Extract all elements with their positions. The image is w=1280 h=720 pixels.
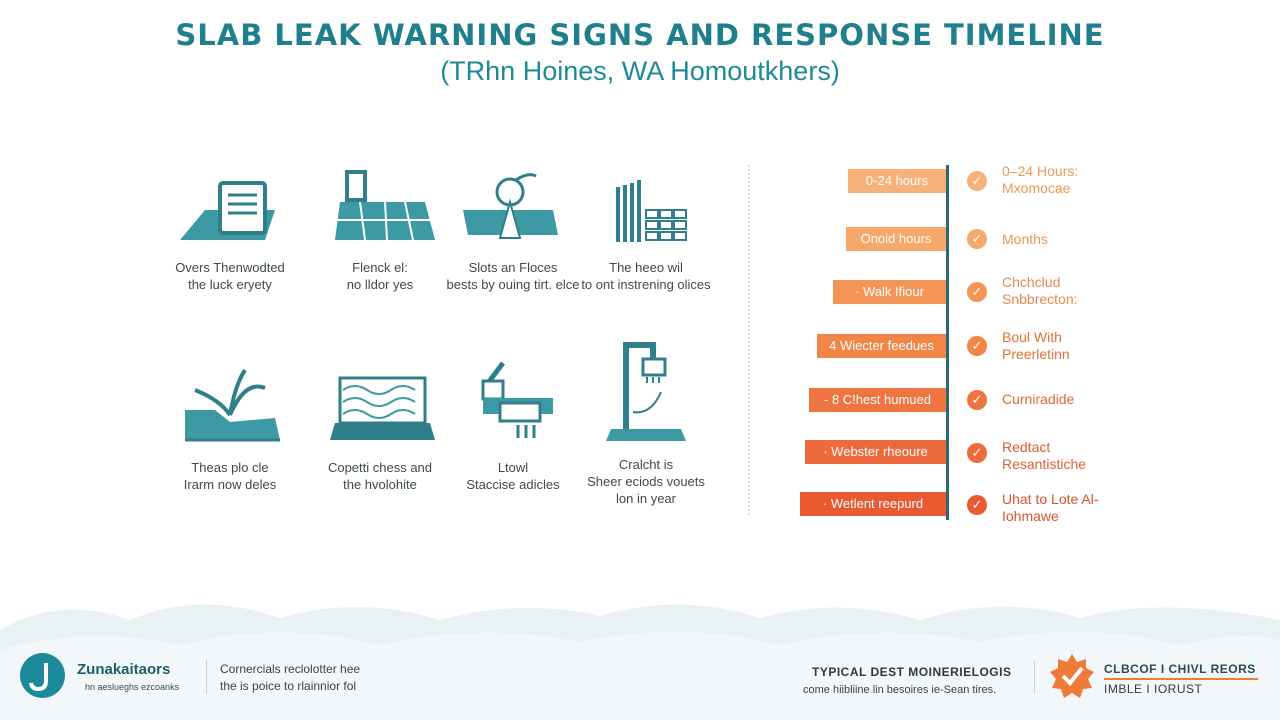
footer-divider [206, 660, 207, 694]
section-divider [748, 165, 750, 515]
timeline-response-5: Curniradide [1002, 391, 1075, 407]
brand-name: Zunakaitaors [77, 661, 171, 678]
check-icon: ✓ [967, 390, 987, 410]
timeline-response-1: 0–24 Hours: Mxomocae [1002, 163, 1079, 196]
floor-tiles-icon [335, 170, 435, 241]
brand-logo-icon [20, 653, 65, 698]
shower-icon [606, 342, 686, 441]
badge-subtitle: IMBLE I IORUST [1104, 682, 1203, 696]
sign-caption-8: Cralcht is Sheer eciods vouets lon in ye… [587, 457, 705, 506]
footer-cloud-band [0, 604, 1280, 720]
check-icon: ✓ [967, 229, 987, 249]
sign-caption-2: Flenck el: no lldor yes [346, 260, 414, 292]
sign-caption-1: Overs Thenwodted the luck eryety [175, 260, 285, 292]
check-icon: ✓ [967, 443, 987, 463]
page-subtitle: (TRhn Hoines, WA Homoutkhers) [440, 56, 840, 86]
sign-card-4: The heeo wil to ont instrening olices [576, 175, 716, 293]
check-icon: ✓ [967, 171, 987, 191]
timeline-response-4: Boul With Preerletinn [1002, 329, 1070, 362]
timeline-bar-6: · Webster rheoure [805, 440, 946, 464]
page-title: SLAB LEAK WARNING SIGNS AND RESPONSE TIM… [175, 18, 1105, 52]
badge-underline [1104, 678, 1258, 680]
timeline-response-6: Redtact Resantistiche [1002, 439, 1087, 472]
timeline-bar-1: 0-24 hours [848, 169, 946, 193]
brand-tagline: hn aeslueghs ezcoanks [85, 682, 180, 692]
carpet-icon [330, 376, 435, 440]
timeline-response-2: Months [1002, 231, 1048, 247]
leak-drop-icon [463, 173, 558, 239]
timeline-bar-2: Onoid hours [846, 227, 946, 251]
document-floor-icon [180, 181, 275, 240]
warning-signs-grid: Overs Thenwodted the luck eryety Flenck … [175, 165, 740, 525]
sign-caption-3: Slots an Floces bests by ouing tirt. elc… [446, 260, 580, 292]
check-icon: ✓ [967, 282, 987, 302]
badge-title: CLBCOF I CHIVL REORS [1104, 662, 1256, 676]
timeline-bar-5: - 8 C!hest humued [809, 388, 946, 412]
footer-divider [1034, 660, 1035, 694]
typical-subtitle: come hiibliine lin besoires ie-Sean tire… [803, 684, 997, 696]
faucet-icon [481, 361, 553, 438]
sign-card-5: Theas plo cle Irarm now deles [160, 360, 300, 493]
footer-note: Cornercials reclolotter hee the is poice… [220, 662, 361, 693]
sign-card-1: Overs Thenwodted the luck eryety [160, 180, 300, 293]
sign-caption-4: The heeo wil to ont instrening olices [581, 260, 711, 292]
timeline-bar-4: 4 Wiecter feedues [817, 334, 946, 358]
sign-caption-6: Copetti chess and the hvolohite [327, 460, 433, 492]
sign-caption-5: Theas plo cle Irarm now deles [183, 460, 277, 492]
sign-card-6: Copetti chess and the hvolohite [310, 370, 450, 493]
sign-caption-7: Ltowl Staccise adicles [466, 460, 560, 492]
timeline-bar-3: · Walk Ifiour [833, 280, 946, 304]
timeline-response-3: Chchclud Snbbrecton: [1002, 274, 1078, 307]
sign-card-8: Cralcht is Sheer eciods vouets lon in ye… [576, 337, 716, 507]
badge-seal-icon [1050, 654, 1094, 698]
timeline-response-7: Uhat to Lote Al- Iohmawe [1002, 491, 1099, 524]
sign-card-7: Ltowl Staccise adicles [443, 353, 583, 493]
timeline-axis [946, 165, 949, 520]
check-icon: ✓ [967, 495, 987, 515]
sign-card-3: Slots an Floces bests by ouing tirt. elc… [443, 170, 583, 293]
wall-brick-icon [616, 180, 687, 242]
sign-card-2: Flenck el: no lldor yes [310, 170, 450, 293]
timeline-bar-7: · Wetlent reepurd [800, 492, 946, 516]
check-icon: ✓ [967, 336, 987, 356]
typical-title: TYPICAL DEST MOINERIELOGIS [812, 665, 1012, 679]
plant-crack-icon [185, 368, 280, 442]
